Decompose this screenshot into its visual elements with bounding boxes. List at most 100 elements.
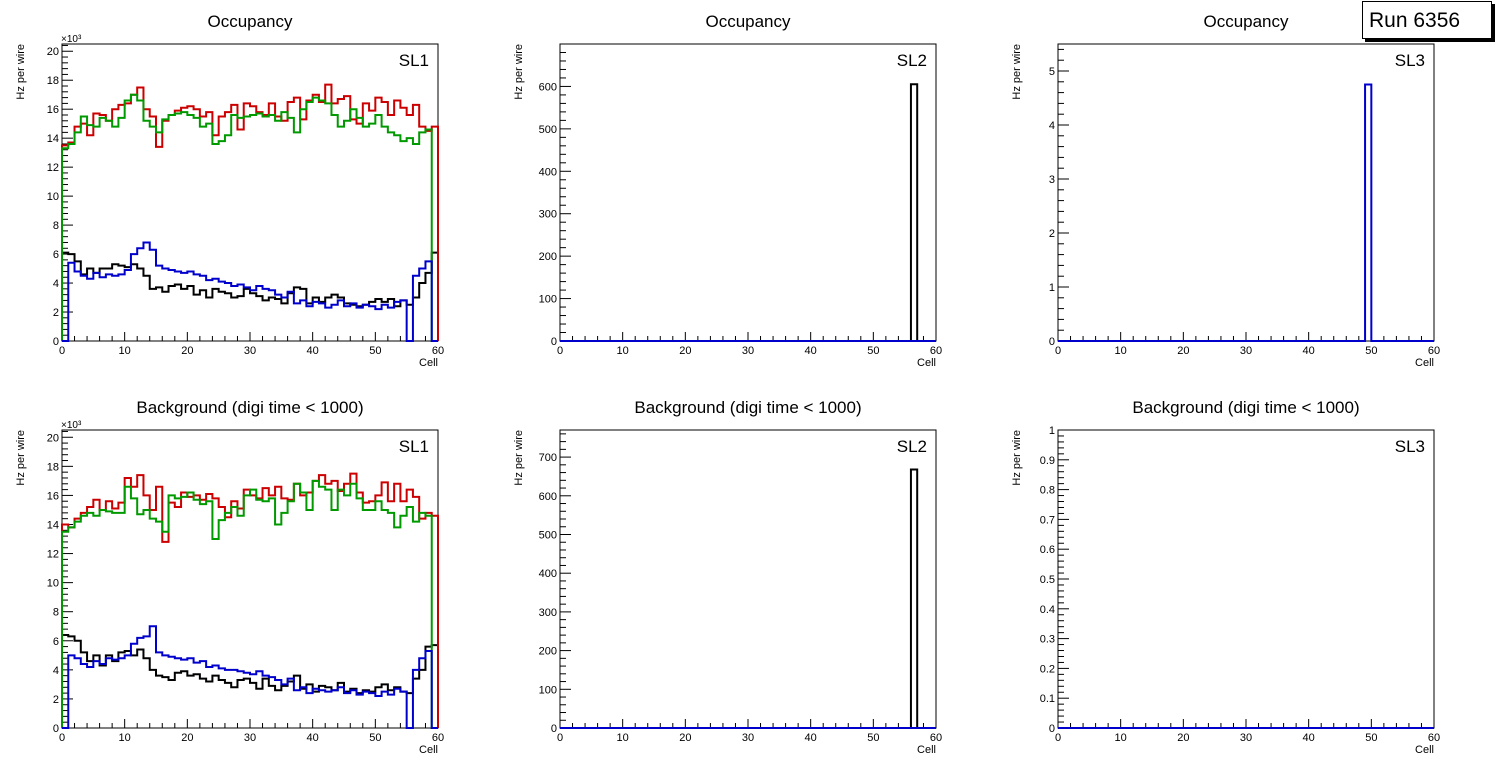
x-tick-label: 30	[742, 345, 754, 357]
y-tick-label: 300	[539, 209, 557, 221]
y-tick-label: 20	[47, 46, 59, 58]
x-tick-label: 40	[805, 732, 817, 744]
y-tick-label: 5	[1049, 66, 1055, 78]
plot-frame	[559, 429, 937, 729]
y-tick-label: 3	[1049, 174, 1055, 186]
chart-title: Background (digi time < 1000)	[1132, 398, 1359, 417]
x-tick-label: 50	[1365, 732, 1377, 744]
x-tick-label: 10	[1115, 732, 1127, 744]
x-tick-label: 30	[244, 732, 256, 744]
x-tick-label: 30	[742, 732, 754, 744]
series-layer2	[61, 472, 439, 728]
x-tick-label: 30	[1240, 345, 1252, 357]
y-tick-label: 8	[53, 220, 59, 232]
x-tick-label: 0	[557, 732, 563, 744]
y-tick-label: 500	[539, 529, 557, 541]
series-layer1	[560, 83, 936, 342]
x-axis-label: Cell	[917, 744, 936, 756]
x-tick-label: 0	[59, 732, 65, 744]
x-tick-label: 0	[59, 345, 65, 357]
series-layer4	[62, 241, 438, 342]
y-axis-label: Hz per wire	[513, 430, 525, 486]
x-tick-label: 60	[432, 345, 444, 357]
series-layer4	[62, 625, 438, 729]
x-tick-label: 30	[1240, 732, 1252, 744]
x-tick-label: 50	[867, 732, 879, 744]
y-tick-label: 4	[53, 278, 59, 290]
y-tick-label: 0.9	[1040, 455, 1055, 467]
x-tick-label: 10	[119, 732, 131, 744]
x-tick-label: 0	[557, 345, 563, 357]
x-tick-label: 10	[119, 345, 131, 357]
x-tick-label: 50	[867, 345, 879, 357]
y-tick-label: 4	[53, 665, 59, 677]
y-tick-label: 0	[1049, 336, 1055, 348]
y-tick-label: 1	[1049, 282, 1055, 294]
series-layer4	[1058, 83, 1434, 342]
superlayer-label: SL1	[399, 437, 429, 456]
x-tick-label: 30	[244, 345, 256, 357]
y-axis-label: Hz per wire	[15, 430, 27, 486]
x-tick-label: 20	[1177, 732, 1189, 744]
y-tick-label: 0.3	[1040, 634, 1055, 646]
x-tick-label: 20	[181, 345, 193, 357]
x-tick-label: 20	[1177, 345, 1189, 357]
y-tick-label: 400	[539, 568, 557, 580]
y-tick-label: 20	[47, 432, 59, 444]
superlayer-label: SL3	[1395, 51, 1425, 70]
chart-title: Background (digi time < 1000)	[136, 398, 363, 417]
y-tick-label: 600	[539, 81, 557, 93]
y-tick-label: 6	[53, 636, 59, 648]
chart-title: Occupancy	[207, 12, 293, 31]
series-layer3	[61, 93, 438, 342]
y-axis-label: Hz per wire	[513, 44, 525, 100]
y-tick-label: 0	[1049, 723, 1055, 735]
series-layer1	[61, 251, 439, 341]
y-tick-label: 4	[1049, 120, 1055, 132]
y-tick-label: 6	[53, 249, 59, 261]
y-tick-label: 0	[53, 336, 59, 348]
chart-title: Background (digi time < 1000)	[634, 398, 861, 417]
x-tick-label: 20	[679, 732, 691, 744]
y-tick-label: 100	[539, 684, 557, 696]
plot-frame	[61, 43, 439, 342]
x-tick-label: 60	[432, 732, 444, 744]
y-tick-label: 2	[1049, 228, 1055, 240]
x-tick-label: 10	[1115, 345, 1127, 357]
x-tick-label: 50	[369, 345, 381, 357]
y-tick-label: 14	[47, 133, 59, 145]
x-axis-label: Cell	[419, 744, 438, 756]
plot-panel-5: Background (digi time < 1000) 0 10 20 30 40 50…	[513, 398, 942, 756]
y-tick-label: 600	[539, 491, 557, 503]
y-axis-label: Hz per wire	[15, 44, 27, 100]
plot-frame	[559, 43, 937, 342]
y-tick-label: 10	[47, 578, 59, 590]
series-layer3	[61, 479, 438, 729]
superlayer-label: SL3	[1395, 437, 1425, 456]
superlayer-label: SL2	[897, 51, 927, 70]
y-axis-exponent: ×10³	[61, 34, 82, 45]
x-tick-label: 40	[307, 732, 319, 744]
y-tick-label: 100	[539, 294, 557, 306]
y-tick-label: 0.5	[1040, 574, 1055, 586]
y-tick-label: 16	[47, 490, 59, 502]
x-axis-label: Cell	[419, 357, 438, 369]
y-tick-label: 0.4	[1040, 604, 1055, 616]
y-axis-exponent: ×10³	[61, 420, 82, 431]
y-tick-label: 0.1	[1040, 693, 1055, 705]
plot-panel-1: Occupancy 0 10 20 30 40 50 60 0 2 4 6 8 10 12 14 16 18 20 C…	[15, 12, 444, 369]
x-tick-label: 60	[930, 345, 942, 357]
y-tick-label: 18	[47, 461, 59, 473]
y-tick-label: 1	[1049, 425, 1055, 437]
x-tick-label: 40	[1303, 732, 1315, 744]
x-tick-label: 20	[181, 732, 193, 744]
y-tick-label: 700	[539, 452, 557, 464]
x-tick-label: 10	[617, 732, 629, 744]
y-tick-label: 0.7	[1040, 514, 1055, 526]
y-axis-label: Hz per wire	[1011, 44, 1023, 100]
y-tick-label: 12	[47, 162, 59, 174]
series-layer1	[61, 633, 439, 728]
x-tick-label: 60	[1428, 345, 1440, 357]
